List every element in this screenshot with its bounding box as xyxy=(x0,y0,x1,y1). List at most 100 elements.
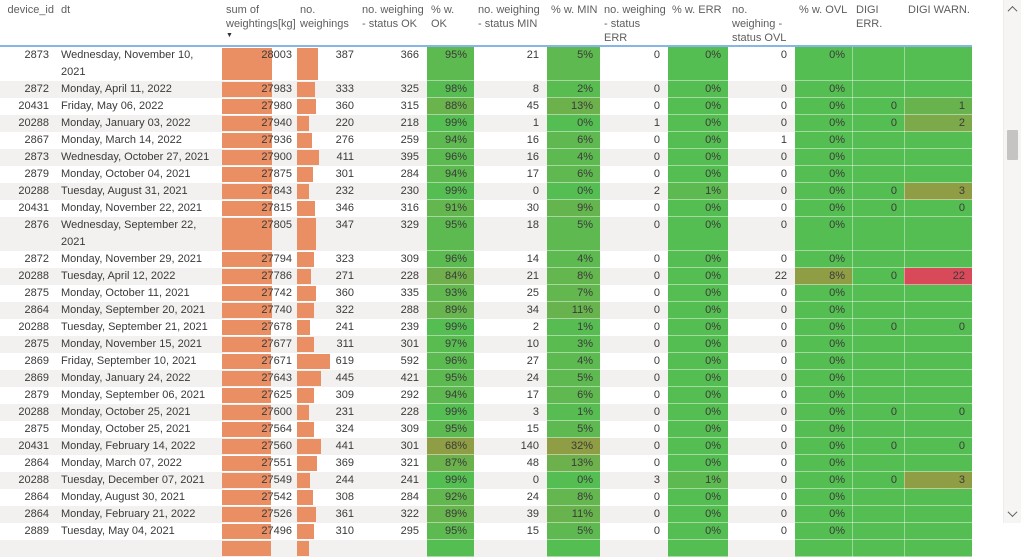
cell-pct-ovl[interactable]: 0% xyxy=(795,200,852,217)
cell-pct-min[interactable]: 5% xyxy=(547,421,600,438)
cell-status-min[interactable]: 17 xyxy=(526,389,539,401)
cell-status-err[interactable]: 0 xyxy=(600,370,668,387)
cell-no-weighings[interactable]: 322 xyxy=(296,302,358,319)
cell-sum-weightings[interactable]: 27560 xyxy=(222,438,296,455)
cell-pct-ovl[interactable]: 0% xyxy=(795,472,852,489)
cell-status-err[interactable]: 0 xyxy=(600,81,668,98)
cell-pct-min[interactable]: 1% xyxy=(547,404,600,421)
cell-digi-err[interactable] xyxy=(852,132,904,149)
cell-status-min[interactable]: 2 xyxy=(532,321,539,333)
cell-pct-ok[interactable]: 94% xyxy=(427,132,474,149)
cell-device-id[interactable]: 2867 xyxy=(24,134,49,146)
cell-status-min[interactable]: 24 xyxy=(474,370,547,387)
cell-status-min[interactable] xyxy=(474,540,547,557)
cell-status-min[interactable]: 3 xyxy=(474,404,547,421)
cell-digi-warn[interactable] xyxy=(904,370,972,387)
cell-digi-err[interactable] xyxy=(852,523,904,540)
cell-device-id[interactable]: 2873 xyxy=(24,49,49,61)
cell-pct-ok[interactable]: 68% xyxy=(427,438,474,455)
cell-digi-err[interactable]: 0 xyxy=(852,200,904,217)
cell-status-ovl[interactable]: 0 xyxy=(780,100,787,112)
cell-digi-warn[interactable] xyxy=(904,506,972,523)
cell-status-err[interactable]: 0 xyxy=(653,134,660,146)
cell-device-id[interactable]: 20431 xyxy=(18,202,49,214)
cell-digi-warn[interactable] xyxy=(904,217,972,251)
cell-digi-err[interactable]: 0 xyxy=(852,183,904,200)
cell-digi-warn[interactable] xyxy=(904,47,972,81)
cell-status-min[interactable]: 16 xyxy=(474,149,547,166)
cell-sum-weightings[interactable]: 27940 xyxy=(222,115,296,132)
cell-sum-weightings[interactable]: 27549 xyxy=(222,472,296,489)
cell-digi-warn[interactable] xyxy=(904,387,972,404)
cell-no-weighings[interactable]: 301 xyxy=(296,166,358,183)
cell-pct-ovl[interactable]: 0% xyxy=(795,387,852,404)
cell-digi-err[interactable] xyxy=(852,302,904,319)
cell-pct-ovl[interactable]: 0% xyxy=(795,353,852,370)
cell-digi-warn[interactable] xyxy=(904,421,972,438)
cell-pct-ovl[interactable]: 8% xyxy=(795,268,852,285)
cell-pct-ovl[interactable]: 0% xyxy=(795,455,852,472)
col-header-no-weighings[interactable]: no. weighings xyxy=(296,0,358,47)
cell-pct-err[interactable]: 0% xyxy=(668,421,728,438)
cell-dt[interactable]: Tuesday, September 21, 2021 xyxy=(61,321,208,333)
cell-status-err[interactable]: 0 xyxy=(600,149,668,166)
cell-dt[interactable]: Friday, September 10, 2021 xyxy=(61,355,197,367)
cell-pct-min[interactable]: 7% xyxy=(547,285,600,302)
cell-status-ok[interactable]: 241 xyxy=(358,472,427,489)
cell-pct-ok[interactable]: 93% xyxy=(427,285,474,302)
cell-pct-ok[interactable]: 96% xyxy=(427,149,474,166)
cell-pct-ovl[interactable]: 0% xyxy=(795,319,852,336)
cell-device-id[interactable]: 20288 xyxy=(0,268,57,285)
cell-pct-err[interactable]: 0% xyxy=(668,115,728,132)
cell-status-ok[interactable]: 230 xyxy=(358,183,427,200)
cell-device-id[interactable]: 2875 xyxy=(24,287,49,299)
cell-status-ok[interactable]: 325 xyxy=(358,81,427,98)
cell-pct-min[interactable]: 5% xyxy=(547,47,600,81)
cell-sum-weightings[interactable]: 27980 xyxy=(222,98,296,115)
cell-no-weighings[interactable]: 387 xyxy=(296,47,358,81)
cell-dt[interactable]: Monday, November 22, 2021 xyxy=(61,202,203,214)
cell-pct-err[interactable]: 0% xyxy=(668,438,728,455)
cell-pct-ovl[interactable]: 0% xyxy=(795,47,852,81)
cell-pct-ovl[interactable]: 0% xyxy=(795,149,852,166)
cell-pct-err[interactable]: 0% xyxy=(668,319,728,336)
cell-status-ok[interactable]: 322 xyxy=(358,506,427,523)
cell-pct-ok[interactable]: 97% xyxy=(427,336,474,353)
cell-no-weighings[interactable] xyxy=(296,540,358,557)
cell-dt[interactable]: Tuesday, August 31, 2021 xyxy=(57,183,222,200)
cell-dt[interactable]: Wednesday, November 10, 2021 xyxy=(61,49,194,78)
cell-sum-weightings[interactable]: 27496 xyxy=(222,523,296,540)
cell-dt[interactable]: Monday, October 04, 2021 xyxy=(61,168,191,180)
cell-status-ovl[interactable]: 0 xyxy=(780,389,787,401)
cell-sum-weightings[interactable]: 27740 xyxy=(222,302,296,319)
cell-status-min[interactable]: 140 xyxy=(474,438,547,455)
cell-status-err[interactable]: 0 xyxy=(600,268,668,285)
cell-status-min[interactable]: 17 xyxy=(526,168,539,180)
cell-status-ovl[interactable]: 0 xyxy=(728,81,795,98)
cell-pct-err[interactable]: 0% xyxy=(668,489,728,506)
cell-status-ok[interactable]: 259 xyxy=(400,134,419,146)
cell-no-weighings[interactable]: 271 xyxy=(296,268,358,285)
cell-status-err[interactable]: 3 xyxy=(600,472,668,489)
cell-status-err[interactable]: 0 xyxy=(600,217,668,251)
cell-status-min[interactable]: 15 xyxy=(526,423,539,435)
cell-no-weighings[interactable]: 308 xyxy=(296,489,358,506)
cell-dt[interactable]: Monday, March 14, 2022 xyxy=(61,134,182,146)
cell-pct-min[interactable]: 5% xyxy=(547,523,600,540)
cell-pct-min[interactable] xyxy=(547,540,600,557)
cell-status-ok[interactable]: 218 xyxy=(358,115,427,132)
vertical-scrollbar[interactable] xyxy=(1003,0,1021,523)
cell-pct-ovl[interactable]: 0% xyxy=(795,285,852,302)
cell-dt[interactable]: Monday, October 25, 2021 xyxy=(61,423,191,435)
cell-device-id[interactable]: 2864 xyxy=(0,506,57,523)
col-header-pct-ovl[interactable]: % w. OVL xyxy=(795,0,852,47)
cell-device-id[interactable]: 20288 xyxy=(18,321,49,333)
cell-status-ok[interactable]: 421 xyxy=(358,370,427,387)
cell-sum-weightings[interactable]: 27742 xyxy=(222,285,296,302)
cell-status-ovl[interactable]: 0 xyxy=(728,183,795,200)
cell-status-min[interactable]: 16 xyxy=(526,134,539,146)
cell-status-min[interactable]: 25 xyxy=(526,287,539,299)
cell-pct-err[interactable]: 0% xyxy=(668,81,728,98)
cell-status-err[interactable]: 0 xyxy=(653,491,660,503)
cell-digi-err[interactable] xyxy=(852,336,904,353)
